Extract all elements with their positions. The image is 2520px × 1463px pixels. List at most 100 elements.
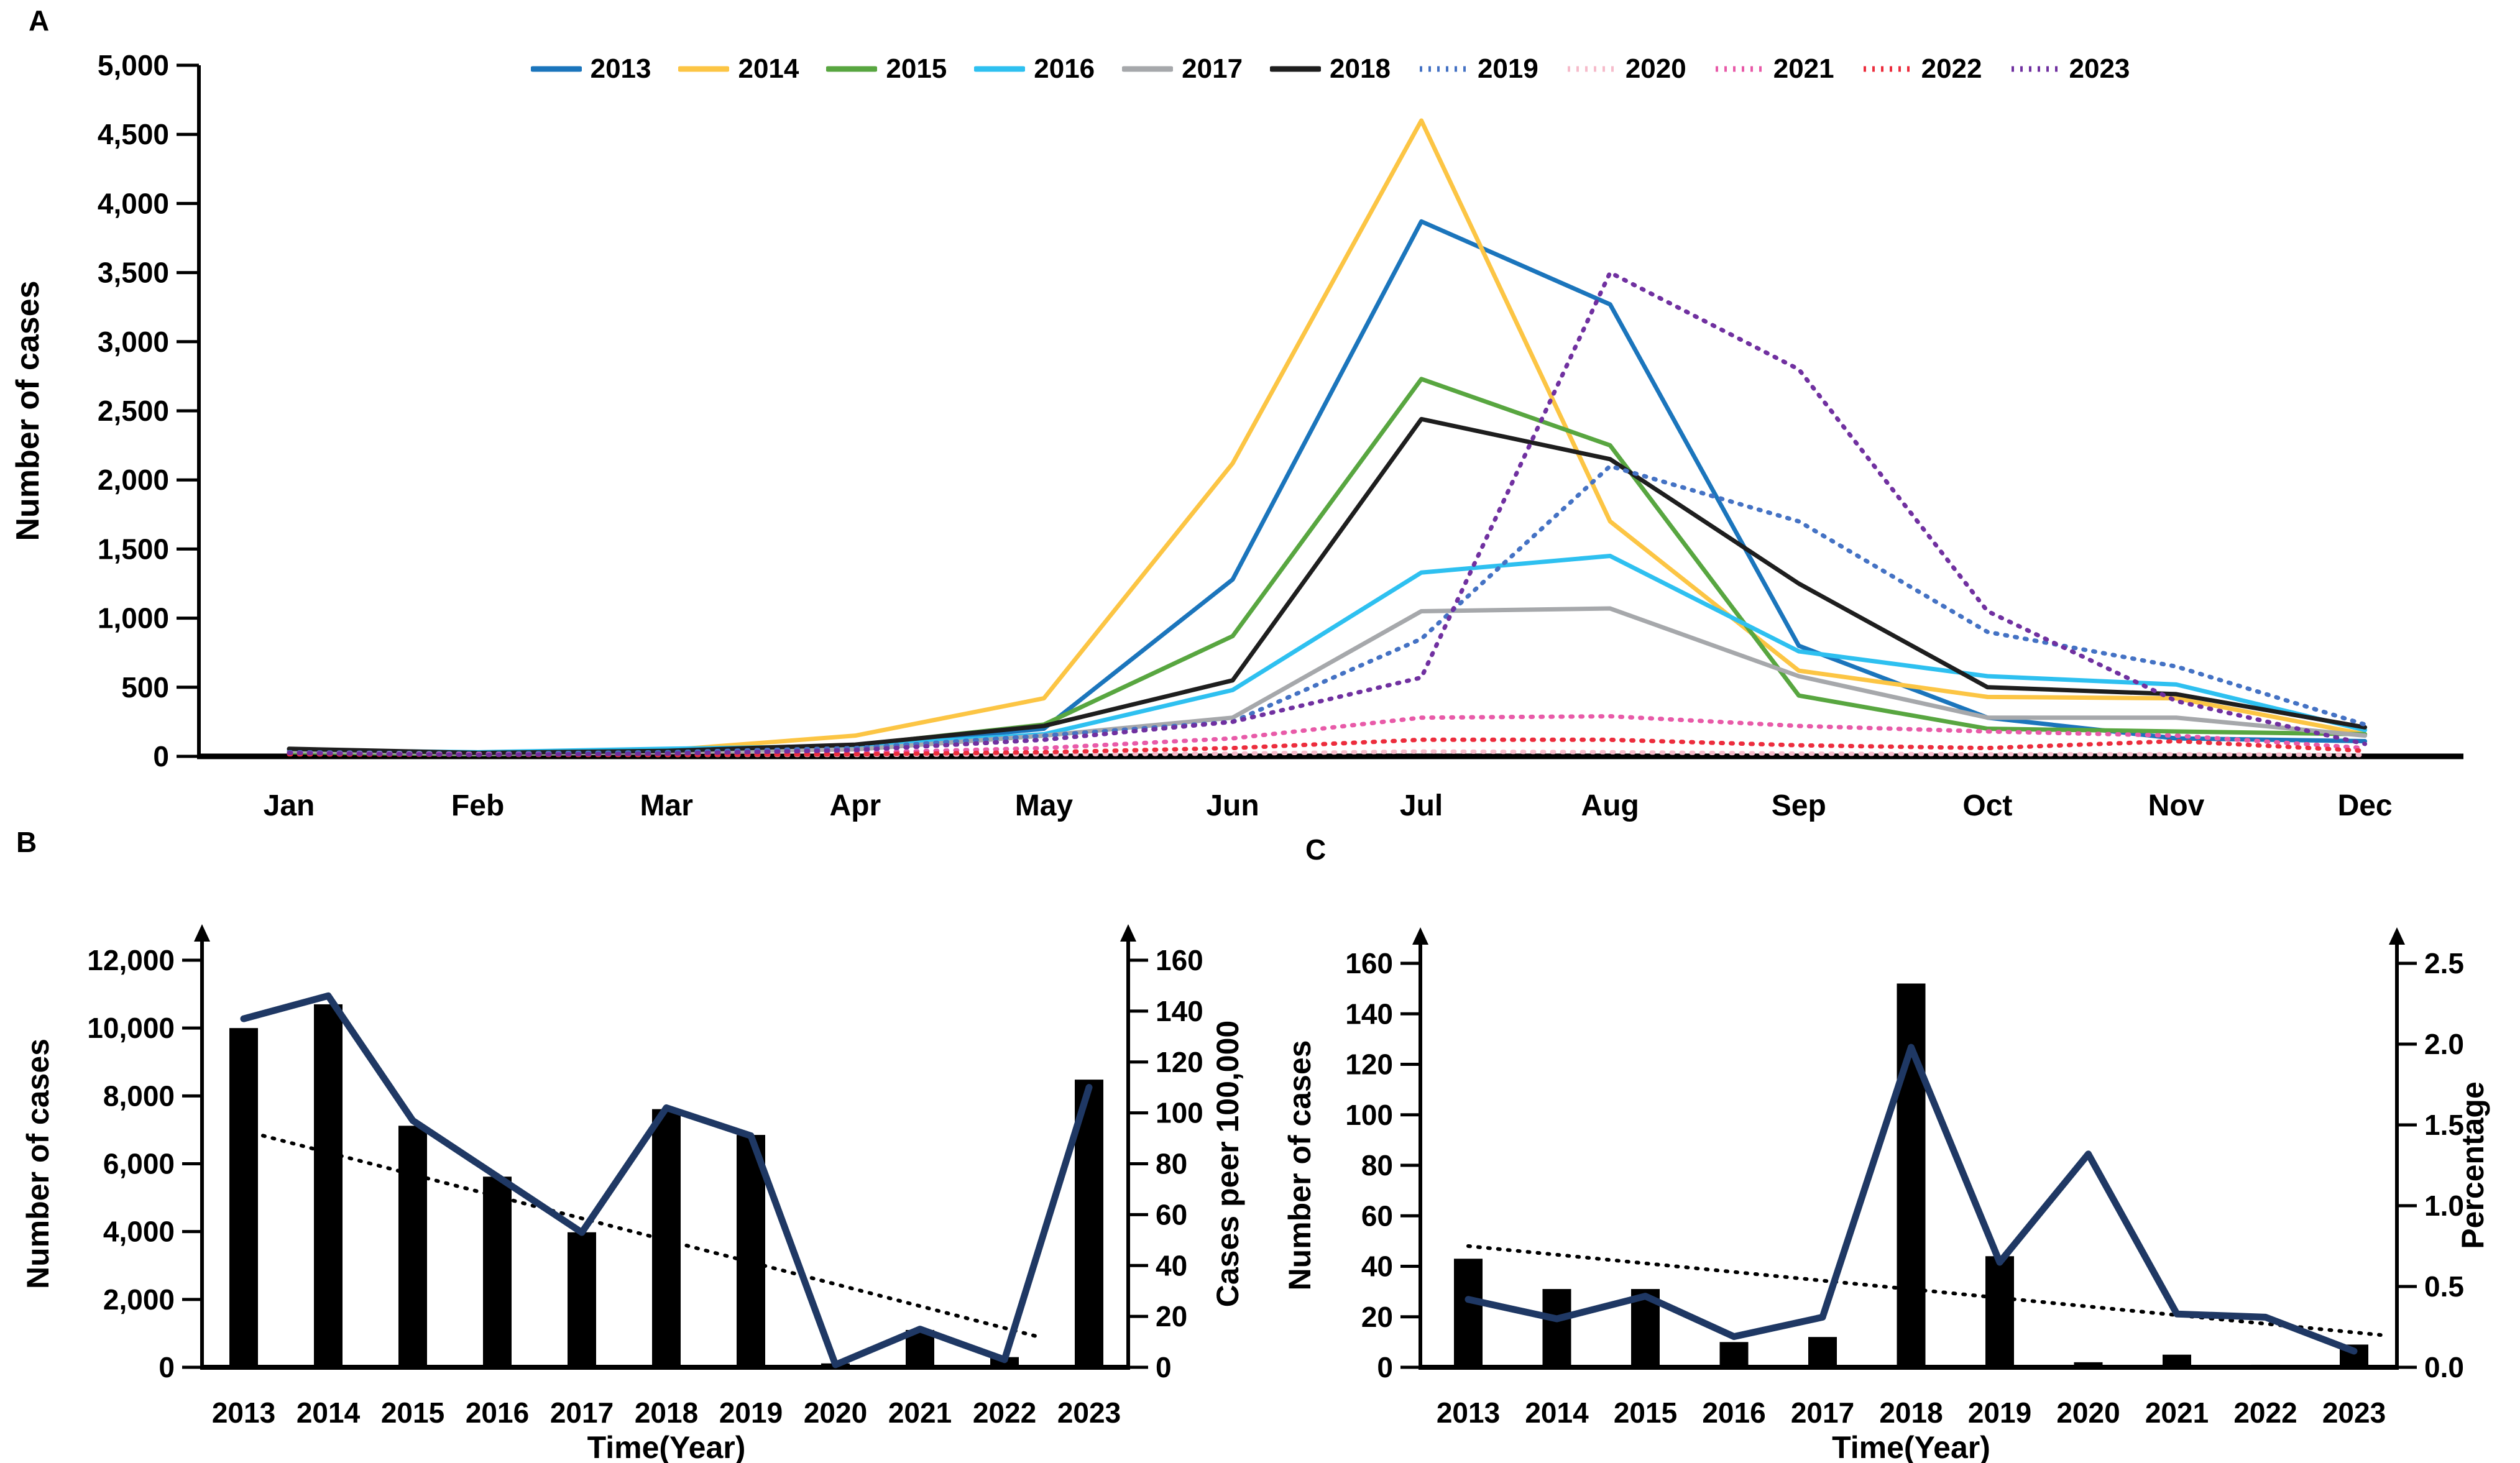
panel-label-b: B	[16, 826, 37, 858]
c-left-tick-label: 140	[1345, 998, 1393, 1030]
a-series-line-2014	[287, 118, 2368, 756]
b-left-tick-label: 8,000	[103, 1080, 175, 1112]
a-y-axis-title: Number of cases	[10, 280, 46, 541]
axis-arrow-icon	[1120, 924, 1136, 942]
a-x-tick-label: Jul	[1400, 789, 1443, 822]
legend-swatch-icon	[1270, 66, 1322, 72]
a-x-tick-label: Jan	[264, 789, 315, 822]
c-x-tick-label: 2014	[1525, 1396, 1589, 1429]
b-left-tick-label: 0	[159, 1351, 175, 1383]
legend-item-2022: 2022	[1862, 53, 1982, 85]
panel-c-bar-line-chart: 0 20 40 60 80 100 120 140 160 0.0 0.5 1.0 1.5 2.0 2.5 N…	[1282, 927, 2490, 1463]
legend-item-2013: 2013	[530, 53, 651, 85]
legend-swatch-icon	[1715, 66, 1763, 72]
b-x-axis-title: Time(Year)	[587, 1430, 746, 1463]
c-bar-2019	[1985, 1256, 2014, 1367]
c-right-tick-label: 0.0	[2424, 1351, 2464, 1383]
legend-label: 2022	[1921, 53, 1982, 84]
legend-label: 2016	[1034, 53, 1095, 84]
a-x-tick-label: May	[1015, 789, 1074, 822]
b-left-tick-label: 4,000	[103, 1216, 175, 1248]
b-left-axis-title: Number of cases	[21, 1039, 55, 1289]
panel-a-line-chart: 0 500 1,000 1,500 2,000 2,500 3,000 3,500 4,000 4…	[10, 49, 2463, 822]
b-x-tick-label: 2022	[973, 1396, 1036, 1429]
c-bar-2016	[1719, 1342, 1749, 1367]
a-y-tick-label: 3,000	[98, 326, 169, 358]
legend-swatch-icon	[1567, 66, 1615, 72]
c-x-tick-label: 2018	[1879, 1396, 1943, 1429]
c-left-tick-label: 80	[1361, 1149, 1393, 1181]
b-x-tick-label: 2015	[381, 1396, 444, 1429]
a-y-tick-label: 1,500	[98, 533, 169, 565]
legend-item-2020: 2020	[1566, 53, 1686, 85]
b-x-tick-label: 2023	[1057, 1396, 1121, 1429]
c-x-tick-label: 2015	[1614, 1396, 1677, 1429]
a-y-tick-label: 2,500	[98, 395, 169, 427]
b-bar-2015	[398, 1126, 427, 1367]
legend-label: 2019	[1477, 53, 1538, 84]
b-right-tick-label: 100	[1156, 1097, 1203, 1129]
a-series-line-2022	[287, 737, 2368, 758]
c-left-axis-title: Number of cases	[1282, 1040, 1317, 1291]
b-left-tick-label: 12,000	[87, 944, 175, 976]
a-x-tick-label: Nov	[2148, 789, 2205, 822]
b-bar-2016	[483, 1176, 512, 1367]
b-rate-line	[240, 992, 1093, 1369]
a-y-tick-label: 3,500	[98, 257, 169, 289]
b-x-tick-label: 2017	[550, 1396, 614, 1429]
b-right-tick-label: 160	[1156, 944, 1203, 976]
a-y-tick-label: 500	[121, 671, 169, 704]
axis-arrow-icon	[194, 924, 210, 942]
a-series-line-2019	[287, 464, 2368, 756]
c-left-tick-label: 60	[1361, 1199, 1393, 1232]
axis-arrow-icon	[2389, 927, 2405, 945]
legend-label: 2017	[1182, 53, 1243, 84]
a-x-tick-label: Oct	[1962, 789, 2012, 822]
legend-item-2023: 2023	[2010, 53, 2130, 85]
a-x-tick-label: Jun	[1206, 789, 1259, 822]
b-x-tick-label: 2013	[212, 1396, 275, 1429]
legend-label: 2013	[590, 53, 651, 84]
a-y-tick-label: 4,000	[98, 187, 169, 219]
axis-arrow-icon	[1412, 927, 1428, 945]
b-bar-2017	[568, 1232, 596, 1367]
legend-item-2017: 2017	[1122, 53, 1243, 85]
c-bar-2013	[1454, 1259, 1483, 1367]
a-y-tick-label: 0	[153, 740, 169, 773]
c-x-tick-label: 2019	[1968, 1396, 2031, 1429]
legend-item-2016: 2016	[974, 53, 1095, 85]
b-right-tick-label: 140	[1156, 995, 1203, 1027]
c-x-tick-label: 2021	[2145, 1396, 2209, 1429]
c-left-tick-label: 120	[1345, 1048, 1393, 1081]
legend-swatch-icon	[678, 66, 730, 72]
b-right-axis-title: Cases peer 100,000	[1210, 1020, 1245, 1307]
b-x-tick-label: 2020	[804, 1396, 867, 1429]
legend-swatch-icon	[826, 66, 878, 72]
legend-label: 2018	[1330, 53, 1391, 84]
c-left-tick-label: 100	[1345, 1099, 1393, 1131]
c-right-tick-label: 0.5	[2424, 1270, 2464, 1303]
legend-label: 2014	[738, 53, 799, 84]
c-right-tick-label: 2.0	[2424, 1028, 2464, 1060]
legend-item-2014: 2014	[678, 53, 799, 85]
c-x-tick-label: 2022	[2233, 1396, 2297, 1429]
c-bar-2022	[2251, 1364, 2280, 1367]
b-x-tick-label: 2014	[297, 1396, 361, 1429]
b-x-tick-label: 2016	[466, 1396, 529, 1429]
c-bar-2017	[1808, 1337, 1837, 1367]
c-left-tick-label: 40	[1361, 1250, 1393, 1283]
b-x-tick-label: 2021	[888, 1396, 952, 1429]
c-trend-line	[1466, 1244, 2383, 1337]
b-bar-2013	[229, 1028, 258, 1367]
legend-swatch-icon	[974, 66, 1026, 72]
a-series-line-2018	[287, 416, 2368, 755]
b-right-tick-label: 120	[1156, 1046, 1203, 1078]
b-right-tick-label: 0	[1156, 1351, 1172, 1383]
a-x-tick-label: Dec	[2338, 789, 2393, 822]
b-x-tick-label: 2018	[635, 1396, 698, 1429]
legend-swatch-icon	[2011, 66, 2059, 72]
c-bar-2020	[2074, 1362, 2103, 1367]
c-left-tick-label: 0	[1377, 1351, 1393, 1383]
